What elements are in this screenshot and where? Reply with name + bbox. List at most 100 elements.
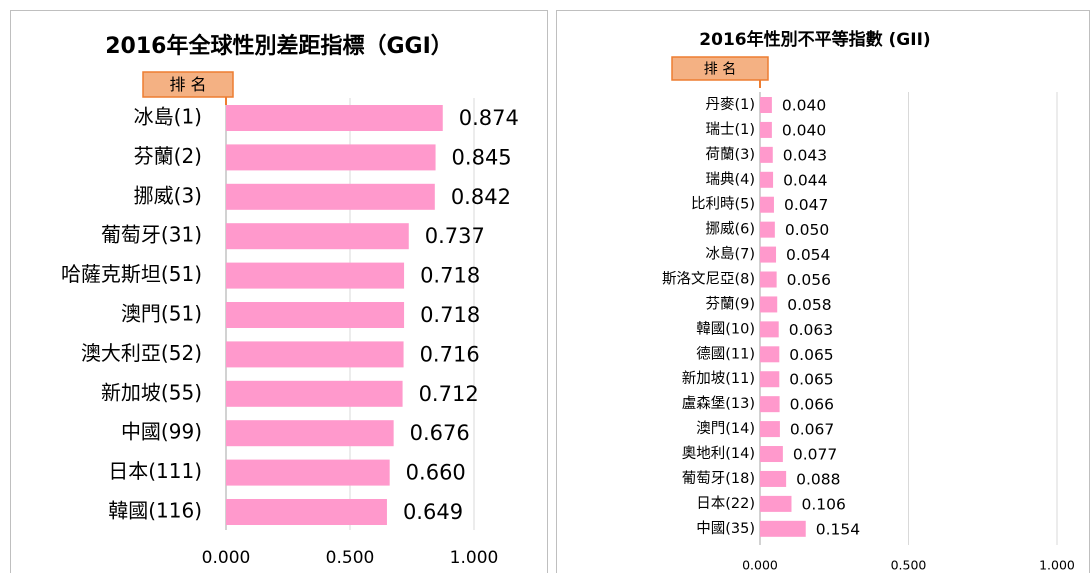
annotation-box (142, 71, 234, 98)
value-label: 0.043 (783, 146, 827, 164)
category-label: 芬蘭(2) (134, 144, 202, 168)
bar (760, 221, 775, 238)
x-tick-label: 1.000 (1039, 558, 1075, 573)
value-label: 0.066 (790, 396, 834, 414)
bar (226, 459, 390, 486)
bar (226, 262, 405, 289)
bar (226, 183, 435, 210)
value-label: 0.067 (790, 421, 834, 439)
bar (760, 396, 780, 413)
value-label: 0.058 (787, 296, 831, 314)
bar (760, 371, 780, 388)
value-label: 0.077 (793, 446, 837, 464)
x-tick-label: 0.000 (742, 558, 778, 573)
category-label: 哈薩克斯坦(51) (61, 262, 202, 286)
annotation-text: 排 名 (704, 62, 736, 78)
value-label: 0.718 (420, 303, 480, 327)
category-label: 澳大利亞(52) (81, 341, 202, 365)
category-label: 盧森堡(13) (682, 395, 755, 412)
category-label: 瑞士(1) (705, 121, 755, 138)
chart-title: 2016年性別不平等指數 (GII) (699, 29, 930, 50)
category-label: 奧地利(14) (682, 445, 755, 462)
value-label: 0.056 (787, 271, 831, 289)
value-label: 0.065 (789, 346, 833, 364)
bar (226, 105, 443, 131)
value-label: 0.845 (452, 145, 512, 169)
bar (760, 421, 780, 438)
panel-left (10, 10, 548, 573)
category-label: 澳門(14) (696, 420, 755, 437)
value-label: 0.718 (420, 264, 480, 288)
value-label: 0.047 (784, 196, 828, 214)
annotation-box (671, 56, 769, 81)
category-label: 韓國(10) (696, 320, 755, 337)
value-label: 0.040 (782, 97, 826, 115)
bar (226, 380, 403, 407)
category-label: 冰島(7) (705, 246, 755, 263)
value-label: 0.716 (420, 342, 480, 366)
value-label: 0.660 (406, 461, 466, 485)
value-label: 0.737 (425, 224, 485, 248)
bar (760, 196, 774, 213)
category-label: 挪威(3) (134, 183, 202, 207)
value-label: 0.842 (451, 185, 511, 209)
category-label: 中國(35) (696, 520, 755, 537)
bar (760, 346, 780, 363)
value-label: 0.106 (801, 495, 845, 513)
bar (226, 302, 405, 328)
panel-right (556, 10, 1090, 573)
category-label: 荷蘭(3) (705, 146, 755, 163)
bar (760, 446, 783, 463)
category-label: 冰島(1) (134, 105, 202, 129)
value-label: 0.088 (796, 470, 840, 488)
x-tick-label: 0.500 (326, 548, 375, 568)
value-label: 0.054 (786, 246, 830, 264)
category-label: 澳門(51) (121, 302, 202, 326)
value-label: 0.154 (816, 520, 860, 538)
annotation-text: 排 名 (169, 75, 206, 94)
value-label: 0.676 (410, 421, 470, 445)
value-label: 0.040 (782, 121, 826, 139)
x-tick-label: 0.500 (891, 558, 927, 573)
category-label: 葡萄牙(31) (101, 223, 202, 247)
bar (226, 420, 394, 447)
bar (760, 495, 792, 512)
category-label: 比利時(5) (691, 196, 755, 213)
category-label: 韓國(116) (108, 499, 202, 523)
bar (760, 321, 779, 338)
value-label: 0.050 (785, 221, 829, 239)
bar (760, 246, 777, 263)
category-label: 日本(111) (108, 459, 202, 483)
category-label: 芬蘭(9) (705, 295, 755, 312)
value-label: 0.712 (419, 382, 479, 406)
value-label: 0.649 (403, 500, 463, 524)
category-label: 斯洛文尼亞(8) (662, 271, 755, 288)
bar (760, 520, 806, 537)
bar (226, 499, 387, 525)
bar (760, 171, 774, 188)
bar (760, 146, 773, 163)
bar (226, 144, 436, 171)
x-tick-label: 1.000 (450, 548, 499, 568)
bar (226, 341, 404, 368)
bar (760, 121, 772, 138)
category-label: 日本(22) (696, 495, 755, 512)
category-label: 挪威(6) (705, 221, 755, 238)
bar (760, 470, 787, 487)
chart-title: 2016年全球性別差距指標（GGI） (105, 33, 453, 59)
value-label: 0.874 (459, 106, 519, 130)
category-label: 葡萄牙(18) (682, 470, 755, 487)
bar (760, 296, 778, 313)
x-tick-label: 0.000 (202, 548, 251, 568)
category-label: 新加坡(11) (682, 370, 755, 387)
category-label: 新加坡(55) (101, 380, 202, 404)
category-label: 瑞典(4) (705, 171, 755, 188)
bar (760, 97, 772, 113)
value-label: 0.063 (789, 321, 833, 339)
category-label: 丹麥(1) (705, 96, 755, 113)
value-label: 0.065 (789, 371, 833, 389)
value-label: 0.044 (783, 171, 827, 189)
bar (760, 271, 777, 288)
bar (226, 223, 409, 250)
